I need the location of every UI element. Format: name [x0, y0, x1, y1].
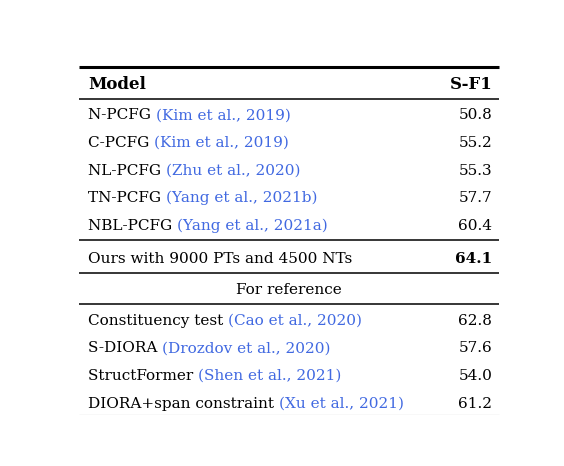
Text: For reference: For reference — [236, 283, 342, 297]
Text: NL-PCFG: NL-PCFG — [88, 164, 166, 178]
Text: Ours with 9000 PTs and 4500 NTs: Ours with 9000 PTs and 4500 NTs — [88, 252, 352, 266]
Text: 55.3: 55.3 — [459, 164, 492, 178]
Text: S-F1: S-F1 — [450, 76, 492, 93]
Text: C-PCFG: C-PCFG — [88, 136, 154, 150]
Text: 55.2: 55.2 — [459, 136, 492, 150]
Text: DIORA+span constraint: DIORA+span constraint — [88, 397, 279, 411]
Text: (Kim et al., 2019): (Kim et al., 2019) — [156, 108, 290, 122]
Text: Constituency test: Constituency test — [88, 314, 228, 328]
Text: (Xu et al., 2021): (Xu et al., 2021) — [279, 397, 404, 411]
Text: 64.1: 64.1 — [455, 252, 492, 266]
Text: TN-PCFG: TN-PCFG — [88, 191, 166, 205]
Text: (Drozdov et al., 2020): (Drozdov et al., 2020) — [162, 342, 331, 356]
Text: 54.0: 54.0 — [459, 369, 492, 383]
Text: (Zhu et al., 2020): (Zhu et al., 2020) — [166, 164, 301, 178]
Text: S-DIORA: S-DIORA — [88, 342, 162, 356]
Text: (Yang et al., 2021b): (Yang et al., 2021b) — [166, 191, 318, 206]
Text: 50.8: 50.8 — [459, 108, 492, 122]
Text: N-PCFG: N-PCFG — [88, 108, 156, 122]
Text: 62.8: 62.8 — [459, 314, 492, 328]
Text: (Cao et al., 2020): (Cao et al., 2020) — [228, 314, 362, 328]
Text: 57.7: 57.7 — [459, 191, 492, 205]
Text: StructFormer: StructFormer — [88, 369, 198, 383]
Text: Model: Model — [88, 76, 146, 93]
Text: 61.2: 61.2 — [459, 397, 492, 411]
Text: 57.6: 57.6 — [459, 342, 492, 356]
Text: (Kim et al., 2019): (Kim et al., 2019) — [154, 136, 289, 150]
Text: NBL-PCFG: NBL-PCFG — [88, 219, 177, 233]
Text: 60.4: 60.4 — [459, 219, 492, 233]
Text: (Shen et al., 2021): (Shen et al., 2021) — [198, 369, 341, 383]
Text: (Yang et al., 2021a): (Yang et al., 2021a) — [177, 219, 328, 233]
